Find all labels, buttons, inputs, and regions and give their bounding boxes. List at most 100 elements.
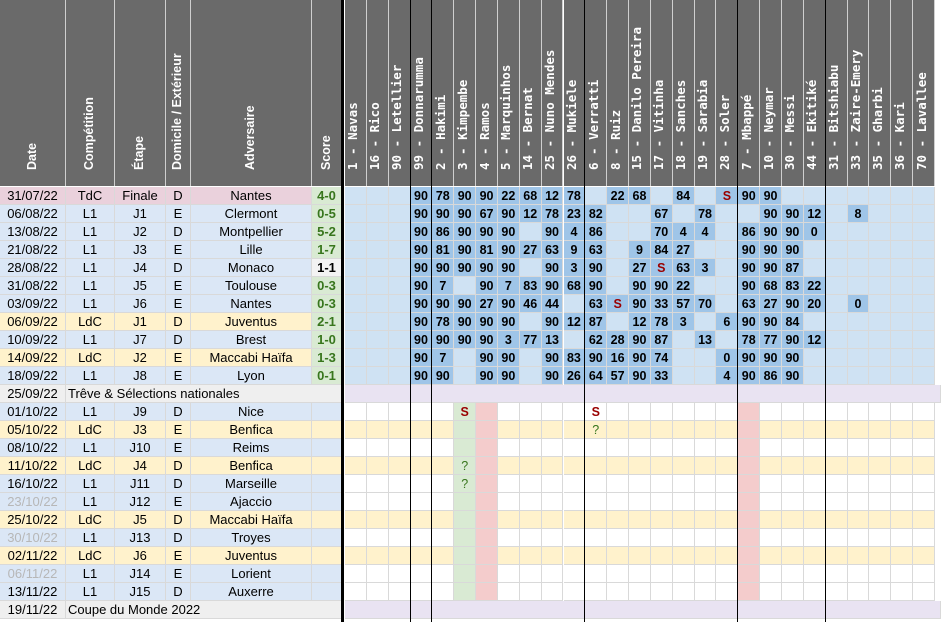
header-player[interactable]: 5 - Marquinhos bbox=[497, 0, 520, 186]
player-cell bbox=[607, 475, 630, 493]
header-score[interactable]: Score bbox=[312, 0, 342, 186]
player-cell bbox=[913, 331, 935, 349]
player-cell bbox=[738, 475, 761, 493]
header-player[interactable]: 31 - Bitshiabu bbox=[825, 0, 848, 186]
row-opp: Auxerre bbox=[191, 583, 312, 601]
player-cell bbox=[672, 421, 695, 439]
header-player[interactable]: 35 - Gharbi bbox=[869, 0, 892, 186]
player-cell bbox=[738, 547, 761, 565]
player-cell bbox=[716, 403, 739, 421]
row-score bbox=[312, 493, 342, 511]
header-player[interactable]: 17 - Vitinha bbox=[650, 0, 673, 186]
player-cell: 44 bbox=[541, 295, 564, 313]
header-player[interactable]: 70 - Lavallee bbox=[913, 0, 935, 186]
player-cell bbox=[476, 475, 498, 493]
player-cell: 90 bbox=[432, 205, 455, 223]
player-cell: 9 bbox=[629, 241, 651, 259]
player-cell bbox=[913, 205, 935, 223]
header-player[interactable]: 25 - Nuno Mendes bbox=[541, 0, 564, 186]
player-cell bbox=[847, 583, 870, 601]
player-cell: 3 bbox=[694, 259, 717, 277]
header-player[interactable]: 30 - Messi bbox=[782, 0, 804, 186]
player-cell bbox=[345, 277, 367, 295]
player-cell: ? bbox=[454, 475, 477, 493]
player-cell bbox=[891, 223, 914, 241]
player-cell bbox=[454, 547, 477, 565]
header-player[interactable]: 44 - Ekitiké bbox=[803, 0, 826, 186]
header-player[interactable]: 26 - Mukiele bbox=[563, 0, 586, 186]
header-player[interactable]: 16 - Rico bbox=[366, 0, 389, 186]
player-cell bbox=[738, 205, 761, 223]
player-cell: 27 bbox=[629, 259, 651, 277]
player-cell bbox=[825, 205, 848, 223]
player-cell bbox=[497, 439, 520, 457]
header-player[interactable]: 15 - Danilo Pereira bbox=[629, 0, 651, 186]
player-cell bbox=[891, 277, 914, 295]
separator bbox=[737, 0, 739, 622]
player-cell bbox=[913, 403, 935, 421]
row-comp: L1 bbox=[66, 367, 115, 385]
player-cell bbox=[563, 475, 586, 493]
player-cell bbox=[629, 403, 651, 421]
player-cell bbox=[345, 223, 367, 241]
header-player[interactable]: 33 - Zaire-Emery bbox=[847, 0, 870, 186]
row-stage: J4 bbox=[115, 457, 166, 475]
player-cell bbox=[716, 295, 739, 313]
header-comp[interactable]: Compétition bbox=[66, 0, 115, 186]
player-name: 25 - Nuno Mendes bbox=[542, 49, 558, 170]
player-cell bbox=[782, 187, 804, 205]
player-cell bbox=[847, 547, 870, 565]
header-player[interactable]: 10 - Neymar bbox=[760, 0, 782, 186]
player-cell bbox=[738, 493, 761, 511]
player-cell bbox=[869, 349, 892, 367]
player-cell bbox=[891, 565, 914, 583]
header-stage[interactable]: Étape bbox=[115, 0, 166, 186]
player-cell bbox=[432, 421, 455, 439]
row-comp: L1 bbox=[66, 259, 115, 277]
header-player[interactable]: 1 - Navas bbox=[345, 0, 367, 186]
header-opp[interactable]: Adversaire bbox=[191, 0, 312, 186]
player-cell: 67 bbox=[476, 205, 498, 223]
player-cell bbox=[847, 367, 870, 385]
header-player[interactable]: 28 - Soler bbox=[716, 0, 739, 186]
header-player[interactable]: 3 - Kimpembe bbox=[454, 0, 477, 186]
player-cell bbox=[410, 583, 433, 601]
header-player[interactable]: 7 - Mbappé bbox=[738, 0, 761, 186]
header-player[interactable]: 90 - Letellier bbox=[388, 0, 411, 186]
row-opp: Juventus bbox=[191, 547, 312, 565]
player-cell bbox=[388, 331, 411, 349]
player-cell bbox=[497, 475, 520, 493]
header-player[interactable]: 14 - Bernat bbox=[519, 0, 542, 186]
header-player[interactable]: 18 - Sanches bbox=[672, 0, 695, 186]
player-cell bbox=[803, 475, 826, 493]
player-cell bbox=[760, 565, 782, 583]
header-player[interactable]: 19 - Sarabia bbox=[694, 0, 717, 186]
header-player[interactable]: 99 - Donnarumma bbox=[410, 0, 433, 186]
player-cell bbox=[847, 313, 870, 331]
player-cell bbox=[585, 511, 608, 529]
player-cell bbox=[629, 205, 651, 223]
player-cell bbox=[476, 529, 498, 547]
player-cell bbox=[825, 529, 848, 547]
header-player[interactable]: 2 - Hakimi bbox=[432, 0, 455, 186]
header-player[interactable]: 8 - Ruiz bbox=[607, 0, 630, 186]
player-cell bbox=[847, 349, 870, 367]
header-date[interactable]: Date bbox=[0, 0, 66, 186]
player-cell bbox=[694, 367, 717, 385]
header-player[interactable]: 6 - Verratti bbox=[585, 0, 608, 186]
header-player[interactable]: 4 - Ramos bbox=[476, 0, 498, 186]
header-player[interactable]: 36 - Kari bbox=[891, 0, 914, 186]
header-venue[interactable]: Domicile / Extérieur bbox=[166, 0, 191, 186]
player-cell bbox=[366, 547, 389, 565]
player-cell bbox=[366, 349, 389, 367]
row-comp: LdC bbox=[66, 421, 115, 439]
player-cell: 78 bbox=[432, 313, 455, 331]
row-date: 31/07/22 bbox=[0, 187, 66, 205]
player-cell: 67 bbox=[650, 205, 673, 223]
player-cell bbox=[869, 313, 892, 331]
row-stage: J10 bbox=[115, 439, 166, 457]
player-cell: 90 bbox=[782, 205, 804, 223]
header-label-date: Date bbox=[24, 142, 39, 170]
player-cell: 90 bbox=[738, 367, 761, 385]
player-cell bbox=[825, 511, 848, 529]
